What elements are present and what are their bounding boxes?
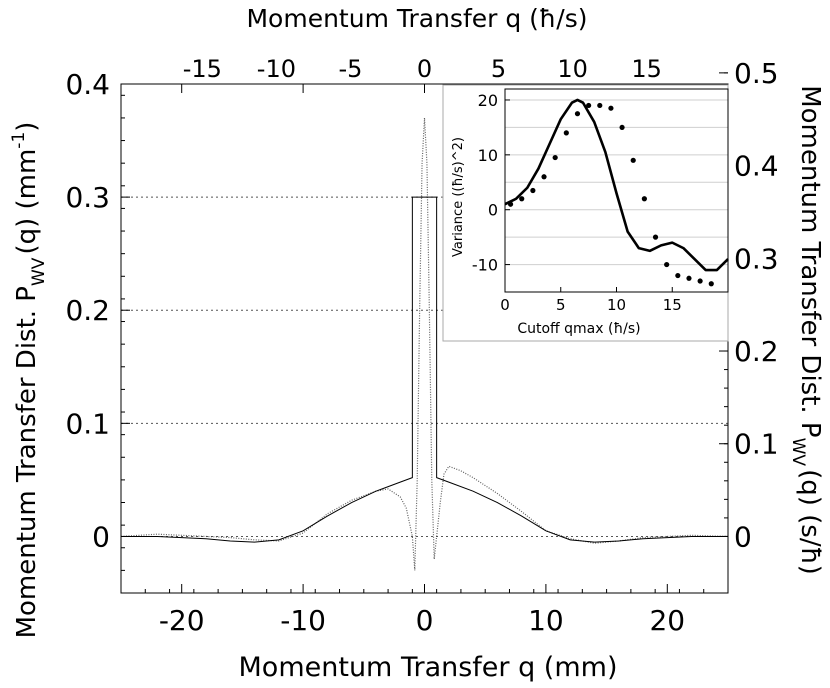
inset-data-point-9: [608, 105, 614, 111]
bottom-axis-title: Momentum Transfer q (mm): [239, 652, 618, 683]
left-tick-label-4: 0.4: [65, 68, 110, 101]
inset-data-point-11: [630, 157, 636, 163]
inset-data-point-12: [641, 196, 647, 202]
inset-chart: 0 5 10 15 -10 0 10 20: [442, 84, 729, 342]
inset-y-tick-label-0: -10: [472, 256, 498, 275]
right-tick-label-5: 0.5: [734, 57, 779, 90]
bottom-tick-label-0: -20: [159, 604, 205, 637]
inset-x-tick-label-2: 10: [607, 296, 626, 314]
right-axis-title: Momentum Transfer Dist. PWV(q) (s/ħ): [788, 85, 825, 575]
right-tick-label-3: 0.3: [734, 242, 779, 275]
top-tick-label-0: -15: [183, 55, 222, 83]
inset-data-point-18: [708, 281, 714, 287]
right-axis-title-sub: WV: [788, 438, 808, 467]
inset-data-point-6: [574, 111, 581, 117]
inset-data-point-0: [507, 201, 514, 207]
top-axis-title: Momentum Transfer q (ħ/s): [246, 4, 587, 33]
inset-data-point-7: [586, 102, 592, 109]
inset-x-axis-title: Cutoff qmax (ħ/s): [517, 321, 640, 337]
right-axis-title-tail: (q) (s/ħ): [795, 469, 825, 575]
left-tick-label-0: 0: [92, 520, 110, 553]
right-axis-title-main: Momentum Transfer Dist. P: [795, 85, 825, 437]
main-chart: -20 -10 0 10 20-15 -10 -5 0 5 10 1500.10.20.30.400…: [65, 55, 778, 637]
inset-data-point-13: [652, 234, 659, 240]
right-tick-label-4: 0.4: [734, 150, 779, 183]
left-axis-title-tail: (q) (mm: [12, 149, 42, 255]
top-tick-label-2: -5: [338, 55, 362, 83]
inset-data-point-3: [541, 174, 547, 180]
inset-data-point-14: [664, 261, 670, 268]
left-axis-title-end: ): [12, 122, 42, 132]
right-tick-label-0: 0: [734, 520, 752, 553]
inset-background: [442, 84, 729, 342]
bottom-tick-label-4: 20: [649, 604, 685, 637]
inset-y-tick-label-1: 0: [488, 201, 498, 220]
left-axis-title: Momentum Transfer Dist. PWV(q) (mm-1): [9, 122, 49, 639]
left-tick-label-2: 0.2: [65, 294, 110, 327]
bottom-tick-label-2: 0: [416, 604, 434, 637]
top-tick-label-3: 0: [417, 55, 432, 83]
top-tick-label-6: 15: [631, 55, 662, 83]
right-tick-label-2: 0.2: [734, 335, 779, 368]
top-tick-label-5: 10: [557, 55, 588, 83]
inset-y-tick-label-3: 20: [478, 91, 498, 110]
top-tick-label-4: 5: [491, 55, 506, 83]
inset-data-point-10: [619, 124, 625, 131]
inset-series-line: [504, 98, 729, 272]
right-tick-label-1: 0.1: [734, 428, 779, 461]
left-axis-title-main: Momentum Transfer Dist. P: [12, 286, 42, 638]
inset-data-point-2: [530, 187, 536, 194]
inset-data-point-16: [686, 275, 692, 281]
main-series-1-line: [121, 196, 728, 543]
inset-data-point-17: [697, 278, 703, 284]
inset-data-point-1: [519, 196, 525, 202]
main-series-0-dots: [120, 117, 729, 571]
inset-x-tick-label-3: 15: [663, 296, 682, 314]
left-tick-label-1: 0.1: [65, 407, 110, 440]
inset-data-point-5: [563, 130, 569, 136]
left-axis-title-sub: WV: [29, 257, 49, 286]
inset-y-tick-label-2: 10: [478, 146, 498, 165]
inset-data-point-4: [552, 154, 558, 161]
inset-y-axis-title: Variance ((ħ/s)^2): [451, 137, 466, 257]
inset-x-tick-label-1: 5: [556, 296, 566, 314]
bottom-tick-label-1: -10: [280, 604, 326, 637]
left-tick-label-3: 0.3: [65, 181, 110, 214]
left-axis-title-sup: -1: [9, 132, 29, 149]
inset-data-point-15: [675, 272, 681, 279]
bottom-tick-label-3: 10: [528, 604, 564, 637]
top-tick-label-1: -10: [257, 55, 296, 83]
inset-data-point-8: [597, 102, 603, 109]
inset-x-tick-label-0: 0: [500, 296, 510, 314]
